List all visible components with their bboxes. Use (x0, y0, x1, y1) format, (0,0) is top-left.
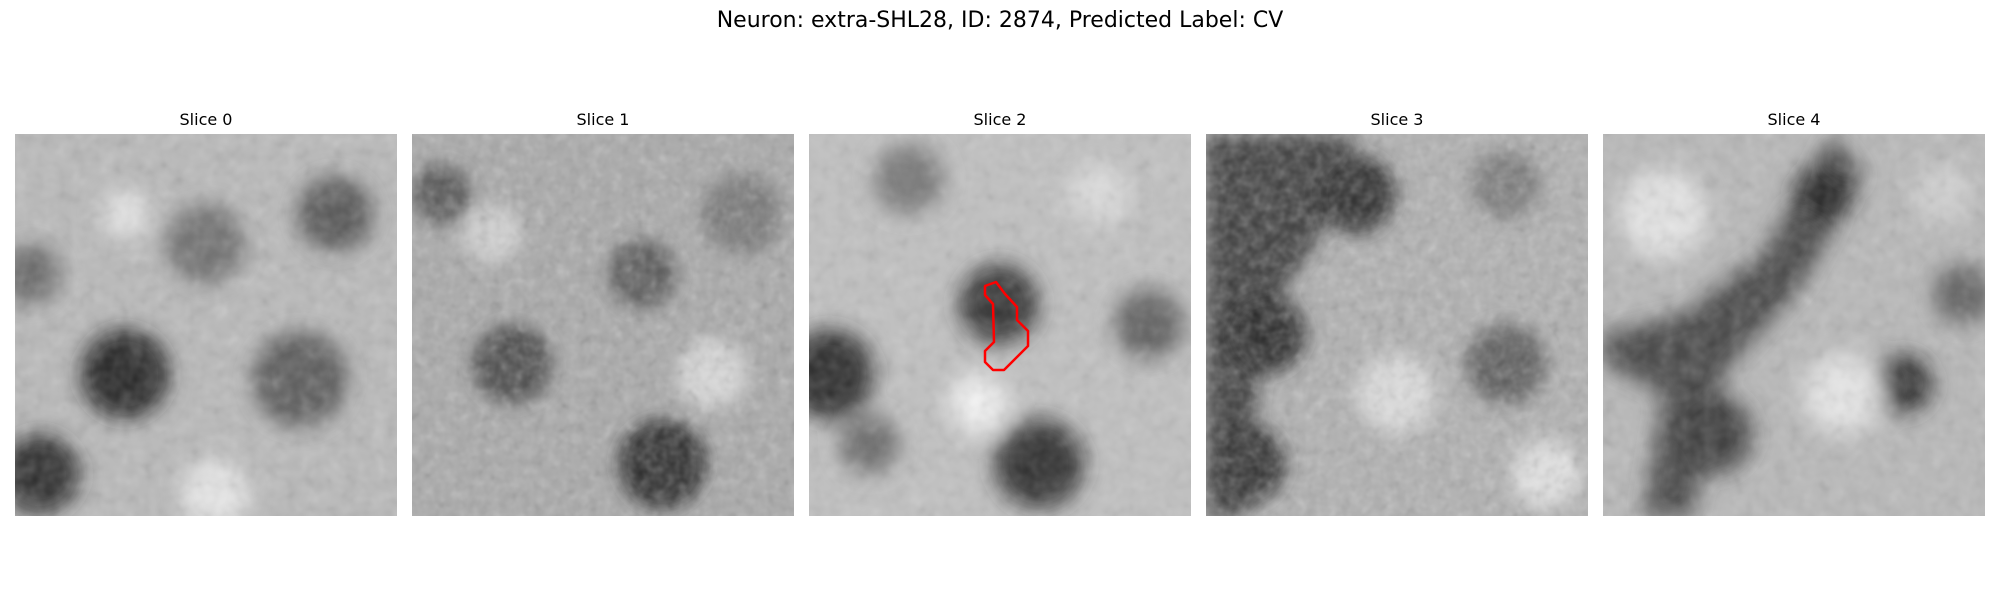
slice-image (412, 134, 794, 516)
slice-title: Slice 0 (179, 110, 233, 129)
figure-title: Neuron: extra-SHL28, ID: 2874, Predicted… (716, 8, 1284, 33)
slice-title: Slice 2 (973, 110, 1027, 129)
slice-image (1206, 134, 1588, 516)
slice-title: Slice 3 (1370, 110, 1424, 129)
slice-title: Slice 1 (576, 110, 630, 129)
roi-outline (983, 280, 1030, 372)
slice-image (15, 134, 397, 516)
slice-image (1603, 134, 1985, 516)
slice-image (809, 134, 1191, 516)
slice-title: Slice 4 (1767, 110, 1821, 129)
